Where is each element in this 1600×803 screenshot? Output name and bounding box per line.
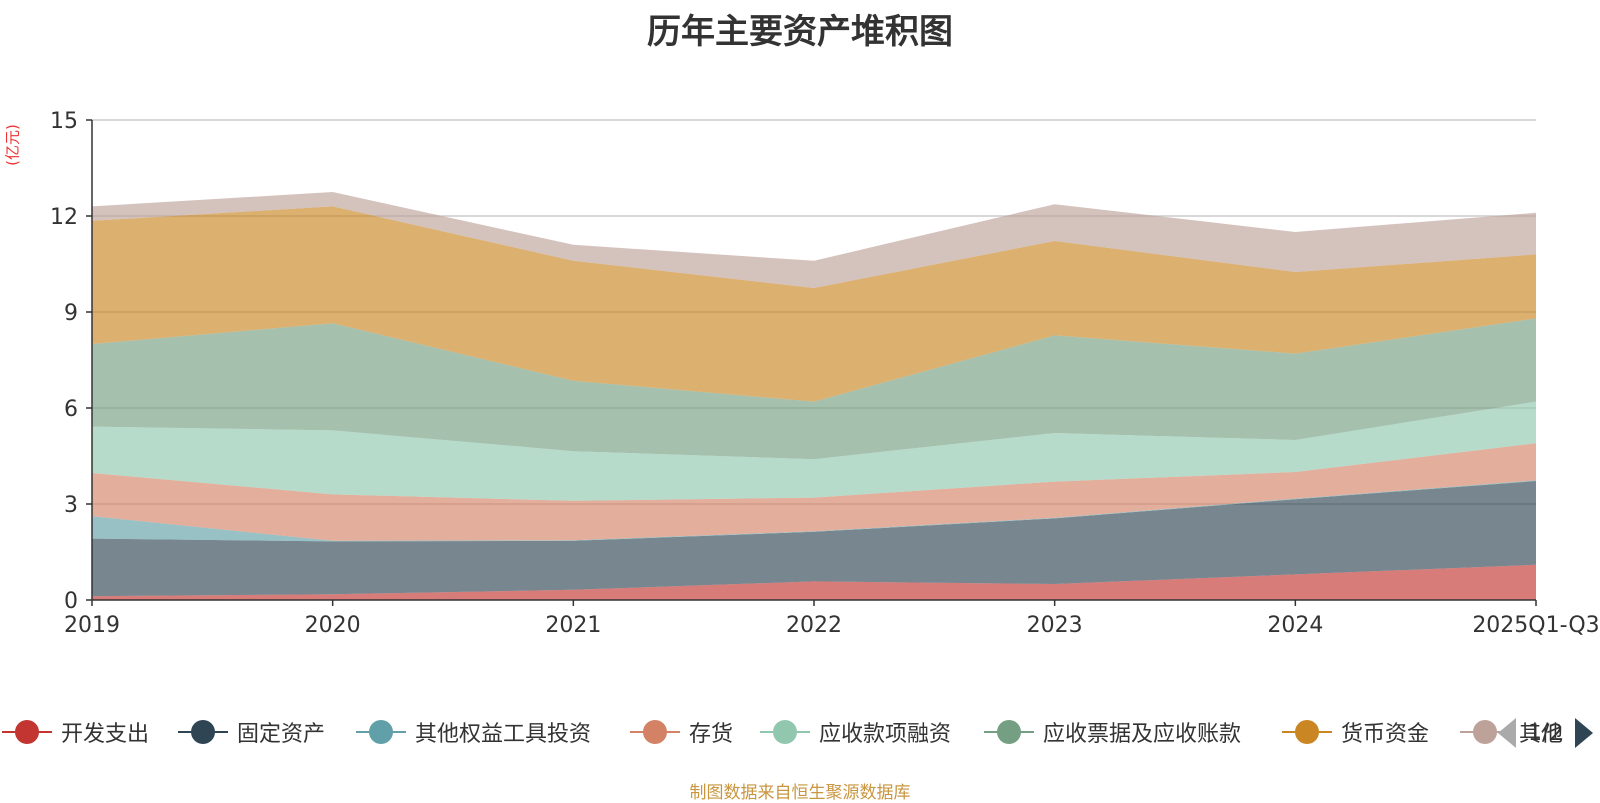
legend-item[interactable]: 应收款项融资 [760, 714, 951, 750]
legend-item[interactable]: 其他权益工具投资 [356, 714, 591, 750]
x-tick-label: 2022 [786, 613, 842, 638]
legend-pager: 1/2 [1498, 716, 1594, 750]
legend-label: 应收票据及应收账款 [1043, 722, 1242, 747]
y-tick-label: 0 [64, 589, 78, 614]
legend-item[interactable]: 存货 [630, 714, 733, 750]
area-6 [92, 318, 1536, 460]
legend-label: 存货 [689, 722, 734, 747]
legend-label: 其他权益工具投资 [415, 722, 592, 747]
legend-marker-icon [178, 714, 228, 750]
area-4 [92, 443, 1536, 541]
legend-page-indicator: 1/2 [1528, 720, 1564, 746]
legend: 开发支出 固定资产 其他权益工具投资 存货 应收款项融资 应收票据及应收账款 货币资金 其他 [0, 714, 1600, 750]
legend-marker-icon [630, 714, 680, 750]
area-2 [92, 481, 1536, 597]
legend-item[interactable]: 固定资产 [178, 714, 325, 750]
y-tick-label: 12 [50, 205, 78, 230]
legend-prev-page-button[interactable] [1498, 718, 1516, 748]
area-1 [92, 564, 1536, 600]
legend-label: 开发支出 [61, 722, 150, 747]
legend-item[interactable]: 其他 [1460, 714, 1563, 750]
chart-title: 历年主要资产堆积图 [647, 12, 953, 52]
legend-label: 应收款项融资 [819, 722, 952, 747]
legend-next-page-button[interactable] [1575, 718, 1594, 748]
x-tick-label: 2023 [1027, 613, 1083, 638]
area-7 [92, 206, 1536, 402]
legend-item[interactable]: 应收票据及应收账款 [984, 714, 1241, 750]
x-tick-label: 2025Q1-Q3 [1472, 613, 1599, 638]
x-tick-label: 2021 [545, 613, 601, 638]
legend-label: 货币资金 [1341, 722, 1430, 747]
legend-label: 固定资产 [237, 722, 326, 747]
source-note: 制图数据来自恒生聚源数据库 [689, 783, 911, 803]
x-tick-label: 2024 [1267, 613, 1323, 638]
legend-marker-icon [1282, 714, 1332, 750]
area-5 [92, 401, 1536, 501]
legend-marker-icon [760, 714, 810, 750]
y-tick-label: 6 [64, 397, 78, 422]
legend-label: 其他 [1519, 722, 1564, 747]
legend-item[interactable]: 货币资金 [1282, 714, 1429, 750]
y-tick-label: 9 [64, 301, 78, 326]
axes: 0 3 6 9 12 15 2019 2020 2021 2022 2023 2024 2025Q1-Q… [50, 109, 1600, 638]
y-tick-label: 15 [50, 109, 78, 134]
legend-marker-icon [356, 714, 406, 750]
y-tick-label: 3 [64, 493, 78, 518]
legend-marker-icon [1460, 714, 1510, 750]
x-tick-label: 2020 [305, 613, 361, 638]
legend-marker-icon [2, 714, 52, 750]
area-8 [92, 192, 1536, 288]
legend-item[interactable]: 开发支出 [2, 714, 149, 750]
y-axis-label: (亿元) [3, 124, 22, 166]
stacked-areas [92, 192, 1536, 600]
legend-marker-icon [984, 714, 1034, 750]
chart-canvas: 0 3 6 9 12 15 2019 2020 2021 2022 2023 2024 2025Q1-Q… [50, 109, 1600, 638]
x-tick-label: 2019 [64, 613, 120, 638]
area-3 [92, 480, 1536, 542]
